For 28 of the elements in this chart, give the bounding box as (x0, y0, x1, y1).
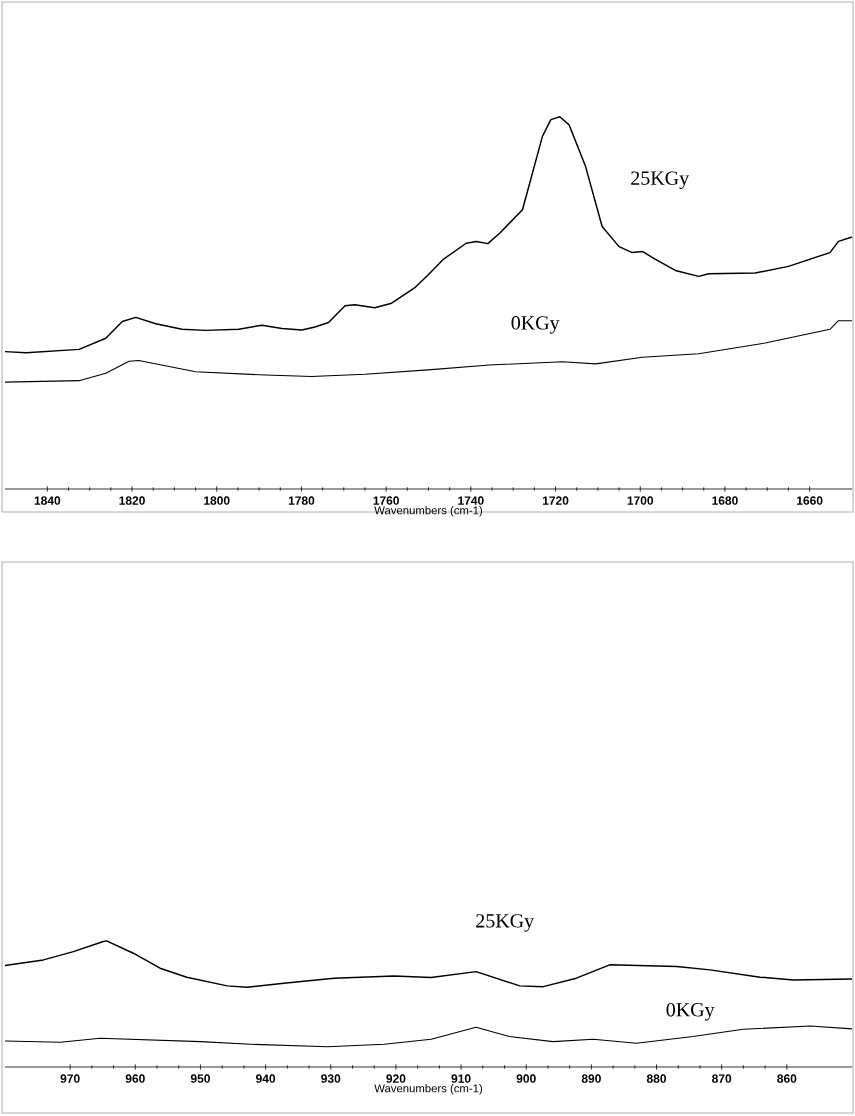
x-tick-label: 1760 (373, 496, 399, 505)
x-tick-label: 930 (321, 1074, 341, 1083)
series-label: 25KGy (476, 914, 535, 932)
x-tick-label: 920 (386, 1074, 406, 1083)
x-tick-label: 1720 (542, 496, 569, 505)
x-tick-label: 970 (60, 1074, 80, 1083)
series-label: 0KGy (666, 1002, 715, 1021)
series-label: 25KGy (631, 171, 690, 189)
x-tick-label: 870 (712, 1074, 732, 1083)
series-label: 0KGy (511, 316, 560, 334)
x-tick-label: 1800 (204, 496, 230, 505)
x-tick-label: 1660 (797, 496, 823, 505)
x-axis-title: Wavenumbers (cm-1) (374, 506, 483, 517)
x-tick-label: 960 (125, 1074, 145, 1083)
x-axis-title: Wavenumbers (cm-1) (374, 1084, 483, 1095)
x-tick-label: 1820 (119, 496, 145, 505)
x-tick-label: 1700 (627, 496, 654, 505)
x-tick-label: 900 (516, 1074, 536, 1083)
x-tick-label: 1840 (34, 496, 61, 505)
x-tick-label: 940 (256, 1074, 276, 1083)
x-tick-label: 880 (646, 1074, 667, 1083)
x-tick-label: 860 (777, 1074, 797, 1083)
x-tick-label: 950 (190, 1074, 210, 1083)
x-tick-label: 910 (451, 1074, 471, 1083)
x-tick-label: 1780 (288, 496, 315, 505)
x-tick-label: 1740 (458, 496, 484, 505)
x-tick-label: 1680 (712, 496, 738, 505)
x-tick-label: 890 (581, 1074, 601, 1083)
